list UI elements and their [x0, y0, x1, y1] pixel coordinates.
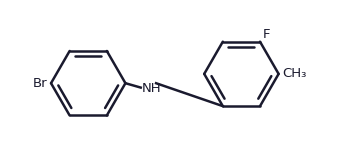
Text: CH₃: CH₃ [282, 67, 306, 80]
Text: NH: NH [142, 82, 161, 95]
Text: F: F [263, 28, 270, 41]
Text: Br: Br [32, 77, 47, 90]
